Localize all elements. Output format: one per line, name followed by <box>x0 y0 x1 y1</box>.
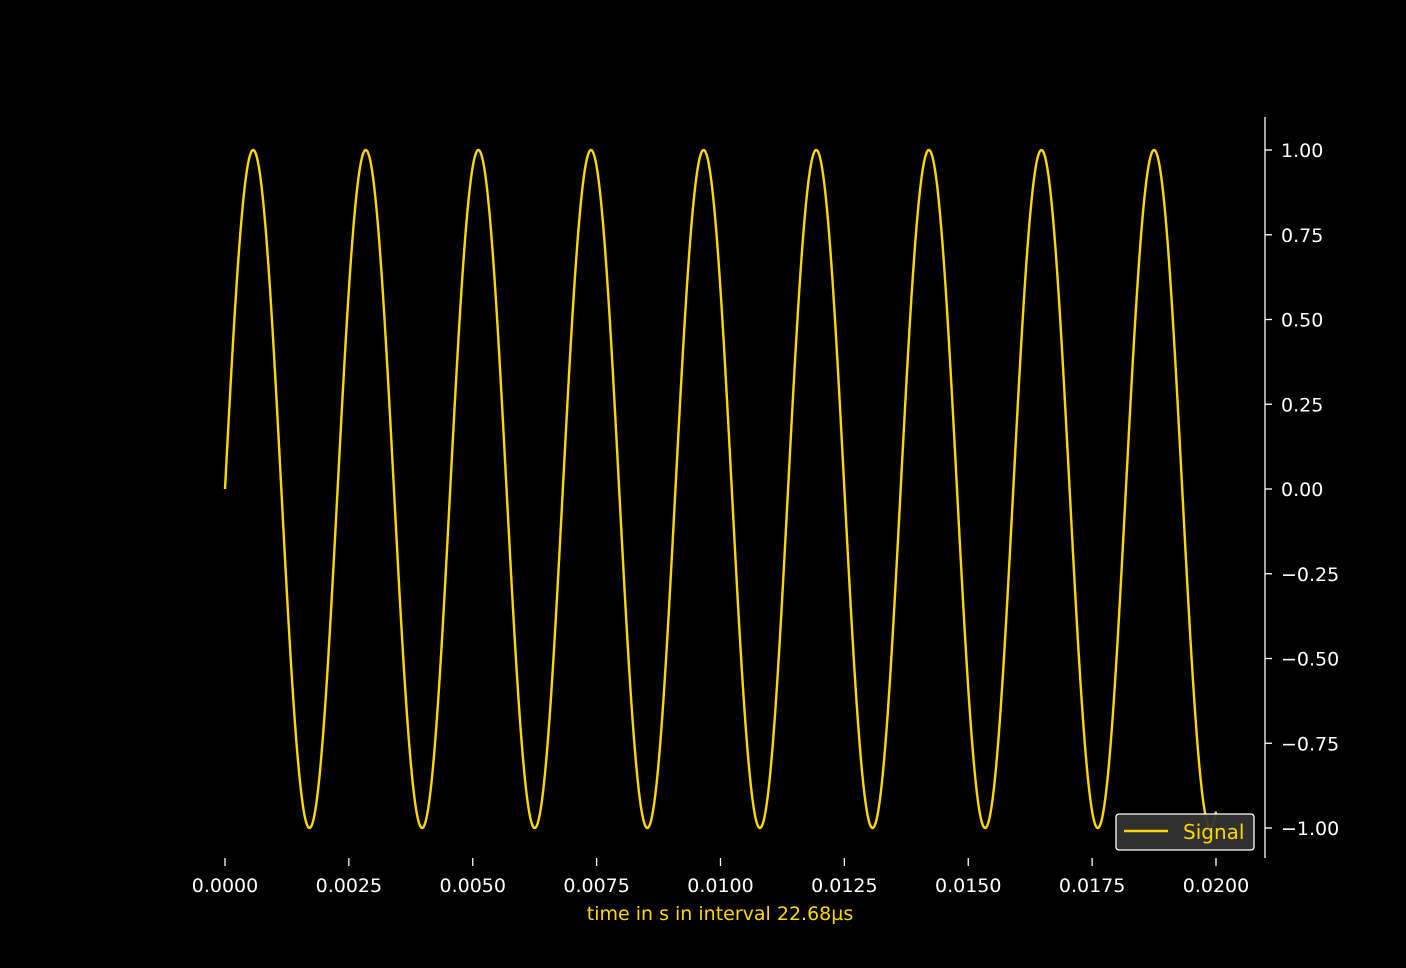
x-tick-label: 0.0125 <box>811 875 877 897</box>
y-tick-label: −1.00 <box>1281 818 1339 840</box>
x-tick-label: 0.0200 <box>1183 875 1249 897</box>
y-axis: 1.00 0.75 0.50 0.25 0.00 −0.25 −0.50 −0.75 −1.00 <box>1264 117 1339 858</box>
y-tick-label: 0.75 <box>1281 225 1323 247</box>
x-tick-label: 0.0050 <box>440 875 506 897</box>
plot-area <box>223 148 1218 830</box>
series-line-signal <box>223 148 1218 830</box>
legend: Signal <box>1115 813 1255 851</box>
y-tick-label: 0.00 <box>1281 479 1323 501</box>
x-axis: 0.0000 0.0025 0.0050 0.0075 0.0100 0.0125 0.01… <box>192 858 1249 897</box>
y-tick-label: 1.00 <box>1281 140 1323 162</box>
legend-box <box>1115 813 1255 851</box>
x-tick-label: 0.0000 <box>192 875 258 897</box>
y-tick-label: −0.25 <box>1281 564 1339 586</box>
x-tick-label: 0.0025 <box>316 875 382 897</box>
x-axis-label: time in s in interval 22.68µs <box>587 903 853 925</box>
x-tick-label: 0.0100 <box>687 875 753 897</box>
x-tick-label: 0.0150 <box>935 875 1001 897</box>
x-tick-label: 0.0175 <box>1059 875 1125 897</box>
legend-signal-label: Signal <box>1183 820 1244 844</box>
y-tick-label: 0.50 <box>1281 310 1323 332</box>
y-tick-label: −0.50 <box>1281 649 1339 671</box>
x-tick-label: 0.0075 <box>563 875 629 897</box>
y-tick-label: 0.25 <box>1281 394 1323 416</box>
y-tick-label: −0.75 <box>1281 733 1339 755</box>
